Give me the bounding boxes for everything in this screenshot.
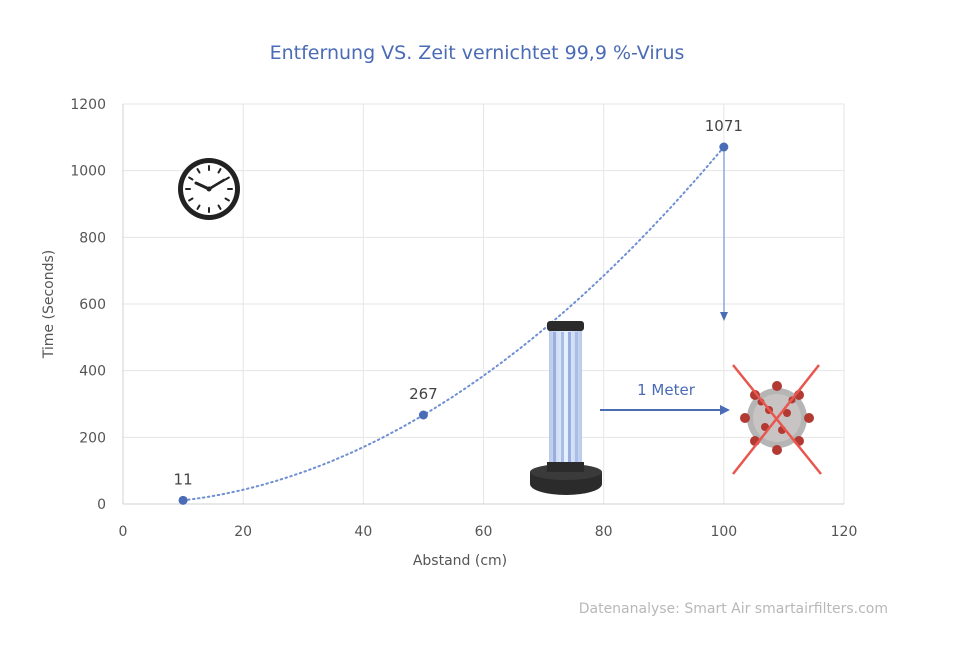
data-labels: 11 267 1071 [174,117,743,488]
meter-annotation: 1 Meter [637,381,696,399]
data-label: 11 [174,470,193,488]
chart-title: Entfernung VS. Zeit vernichtet 99,9 %-Vi… [269,42,685,64]
clock-icon [178,158,240,220]
down-arrowhead [720,312,728,321]
grid-lines [122,103,845,505]
meter-arrowhead [720,405,730,415]
source-note: Datenanalyse: Smart Air smartairfilters.… [578,601,888,617]
data-point [418,410,428,420]
y-tick-label: 800 [79,230,106,246]
uv-lamp-icon [530,321,602,495]
x-tick-label: 60 [475,524,493,540]
tick-labels: 0 200 400 600 800 1000 1200 0 20 40 60 80 100 120 [70,97,857,540]
y-tick-label: 0 [97,497,106,513]
axes [122,104,844,505]
data-points [178,142,729,505]
trend-line [182,146,725,502]
data-point [178,495,188,505]
x-tick-label: 80 [595,524,613,540]
y-tick-label: 1000 [70,164,106,180]
y-tick-label: 200 [79,430,106,446]
data-point [719,142,729,152]
data-label: 267 [409,385,438,403]
x-tick-label: 100 [710,524,737,540]
virus-icon [732,364,822,475]
x-tick-label: 40 [354,524,372,540]
x-tick-label: 0 [119,524,128,540]
x-tick-label: 20 [234,524,252,540]
data-label: 1071 [705,117,743,135]
x-axis-label: Abstand (cm) [413,553,507,569]
y-tick-label: 600 [79,297,106,313]
x-tick-label: 120 [831,524,858,540]
y-tick-label: 400 [79,364,106,380]
y-axis-label: Time (Seconds) [41,250,57,359]
y-tick-label: 1200 [70,97,106,113]
